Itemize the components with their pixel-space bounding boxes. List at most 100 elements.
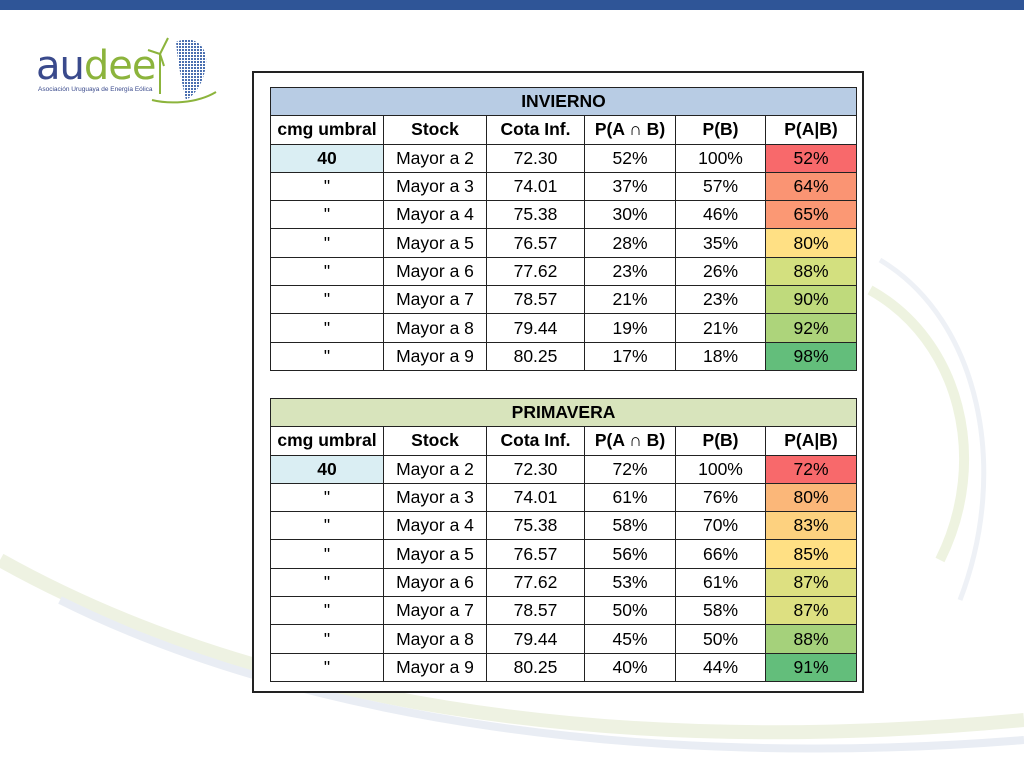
p-a-given-b-cell: 91%: [765, 652, 857, 682]
umbral-cell: ": [270, 200, 384, 230]
table-row: 40 Mayor a 2 72.30 72% 100% 72%: [270, 454, 857, 484]
cota-inf-cell: 79.44: [486, 313, 585, 343]
umbral-cell: 40: [270, 143, 384, 173]
stock-cell: Mayor a 4: [383, 511, 487, 541]
header-p-a-and-b: P(A ∩ B): [584, 426, 676, 456]
cota-inf-cell: 80.25: [486, 652, 585, 682]
stock-cell: Mayor a 8: [383, 313, 487, 343]
table-header-row: cmg umbral Stock Cota Inf. P(A ∩ B) P(B) P(A|…: [270, 426, 857, 456]
p-a-given-b-cell: 87%: [765, 596, 857, 626]
stock-cell: Mayor a 9: [383, 652, 487, 682]
umbral-cell: ": [270, 596, 384, 626]
p-b-cell: 57%: [675, 171, 766, 202]
stock-cell: Mayor a 4: [383, 200, 487, 230]
table-row: " Mayor a 5 76.57 56% 66% 85%: [270, 539, 857, 569]
header-p-a-and-b: P(A ∩ B): [584, 115, 676, 145]
logo-wordmark-part2: dee: [83, 43, 157, 89]
cota-inf-cell: 78.57: [486, 285, 585, 315]
p-a-given-b-cell: 72%: [765, 454, 857, 484]
p-a-given-b-cell: 80%: [765, 228, 857, 258]
cota-inf-cell: 75.38: [486, 200, 585, 230]
table-row: " Mayor a 6 77.62 53% 61% 87%: [270, 567, 857, 598]
p-b-cell: 46%: [675, 200, 766, 230]
p-a-and-b-cell: 52%: [584, 143, 676, 173]
table-title: PRIMAVERA: [270, 397, 857, 428]
umbral-cell: ": [270, 652, 384, 682]
table-row: " Mayor a 4 75.38 30% 46% 65%: [270, 200, 857, 230]
logo-wordmark-part1: au: [36, 43, 85, 89]
p-b-cell: 26%: [675, 256, 766, 287]
table-row: " Mayor a 6 77.62 23% 26% 88%: [270, 256, 857, 287]
stock-cell: Mayor a 6: [383, 256, 487, 287]
header-cmg-umbral: cmg umbral: [270, 115, 384, 145]
p-a-and-b-cell: 37%: [584, 171, 676, 202]
p-a-given-b-cell: 88%: [765, 256, 857, 287]
cota-inf-cell: 75.38: [486, 511, 585, 541]
p-a-given-b-cell: 83%: [765, 511, 857, 541]
header-p-b: P(B): [675, 426, 766, 456]
umbral-cell: ": [270, 171, 384, 202]
p-b-cell: 70%: [675, 511, 766, 541]
header-p-b: P(B): [675, 115, 766, 145]
umbral-cell: ": [270, 341, 384, 371]
stock-cell: Mayor a 5: [383, 228, 487, 258]
stock-cell: Mayor a 5: [383, 539, 487, 569]
p-a-given-b-cell: 64%: [765, 171, 857, 202]
p-a-given-b-cell: 87%: [765, 567, 857, 598]
p-a-and-b-cell: 58%: [584, 511, 676, 541]
table-row: " Mayor a 5 76.57 28% 35% 80%: [270, 228, 857, 258]
stock-cell: Mayor a 3: [383, 482, 487, 513]
audee-logo: audee Asociación Uruguaya de Energía Eól…: [34, 34, 224, 106]
primavera-table: PRIMAVERA cmg umbral Stock Cota Inf. P(A ∩ B…: [270, 397, 857, 682]
table-row: " Mayor a 9 80.25 40% 44% 91%: [270, 652, 857, 682]
header-stock: Stock: [383, 115, 487, 145]
stock-cell: Mayor a 7: [383, 596, 487, 626]
table-row: " Mayor a 8 79.44 45% 50% 88%: [270, 624, 857, 654]
top-accent-bar: [0, 0, 1024, 10]
umbral-cell: ": [270, 624, 384, 654]
cota-inf-cell: 72.30: [486, 454, 585, 484]
p-a-and-b-cell: 21%: [584, 285, 676, 315]
p-a-and-b-cell: 45%: [584, 624, 676, 654]
cota-inf-cell: 77.62: [486, 567, 585, 598]
umbral-cell: ": [270, 539, 384, 569]
table-row: " Mayor a 8 79.44 19% 21% 92%: [270, 313, 857, 343]
table-row: " Mayor a 3 74.01 37% 57% 64%: [270, 171, 857, 202]
cota-inf-cell: 74.01: [486, 482, 585, 513]
header-p-a-given-b: P(A|B): [765, 115, 857, 145]
p-b-cell: 18%: [675, 341, 766, 371]
p-b-cell: 61%: [675, 567, 766, 598]
p-a-and-b-cell: 17%: [584, 341, 676, 371]
p-a-and-b-cell: 50%: [584, 596, 676, 626]
p-a-given-b-cell: 52%: [765, 143, 857, 173]
p-a-and-b-cell: 23%: [584, 256, 676, 287]
p-a-given-b-cell: 85%: [765, 539, 857, 569]
p-b-cell: 66%: [675, 539, 766, 569]
p-b-cell: 23%: [675, 285, 766, 315]
umbral-cell: ": [270, 256, 384, 287]
umbral-cell: 40: [270, 454, 384, 484]
logo-wordmark: audee: [36, 42, 157, 90]
cota-inf-cell: 76.57: [486, 228, 585, 258]
p-b-cell: 21%: [675, 313, 766, 343]
p-b-cell: 100%: [675, 454, 766, 484]
header-cota-inf: Cota Inf.: [486, 115, 585, 145]
table-title-row: PRIMAVERA: [270, 397, 857, 428]
p-a-and-b-cell: 40%: [584, 652, 676, 682]
umbral-cell: ": [270, 285, 384, 315]
cota-inf-cell: 76.57: [486, 539, 585, 569]
umbral-cell: ": [270, 313, 384, 343]
stock-cell: Mayor a 6: [383, 567, 487, 598]
p-a-given-b-cell: 65%: [765, 200, 857, 230]
table-row: " Mayor a 3 74.01 61% 76% 80%: [270, 482, 857, 513]
p-b-cell: 58%: [675, 596, 766, 626]
invierno-table: INVIERNO cmg umbral Stock Cota Inf. P(A ∩ B)…: [270, 86, 857, 371]
table-row: " Mayor a 7 78.57 21% 23% 90%: [270, 285, 857, 315]
table-title: INVIERNO: [270, 86, 857, 117]
cota-inf-cell: 79.44: [486, 624, 585, 654]
stock-cell: Mayor a 7: [383, 285, 487, 315]
p-a-and-b-cell: 72%: [584, 454, 676, 484]
stock-cell: Mayor a 3: [383, 171, 487, 202]
p-a-and-b-cell: 56%: [584, 539, 676, 569]
cota-inf-cell: 72.30: [486, 143, 585, 173]
